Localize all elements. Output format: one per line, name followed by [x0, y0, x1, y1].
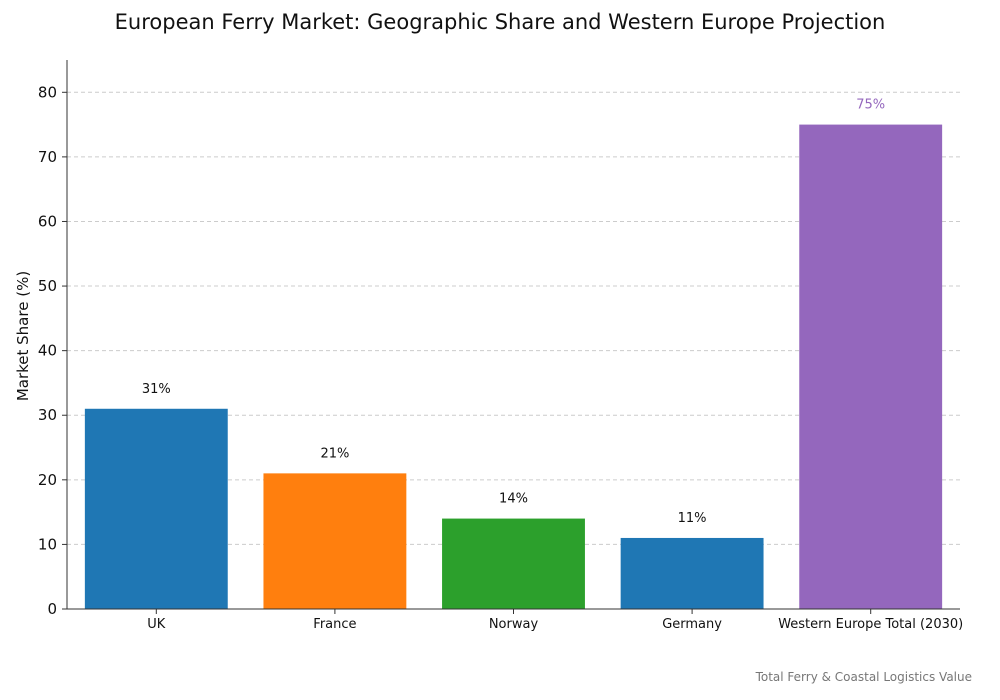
y-tick-label: 50 [38, 277, 57, 295]
bar [263, 473, 407, 609]
bars: 31% 21% 14% 11% 75% [84, 98, 943, 610]
y-tick-label: 80 [38, 83, 57, 101]
x-tick-label: Norway [489, 617, 539, 632]
data-label: 21% [320, 446, 349, 461]
data-label: 31% [142, 382, 171, 397]
x-tick-label: France [313, 617, 356, 632]
data-label: 75% [856, 98, 885, 113]
bar [799, 124, 943, 610]
y-tick-label: 70 [38, 148, 57, 166]
x-tick-label: UK [147, 617, 166, 632]
y-tick-label: 60 [38, 212, 57, 230]
chart-title: European Ferry Market: Geographic Share … [114, 10, 886, 34]
data-label: 14% [499, 492, 528, 507]
y-tick-label: 40 [38, 342, 57, 360]
y-tick-label: 10 [38, 535, 57, 553]
x-tick-label: Germany [662, 617, 722, 632]
y-tick-label: 0 [47, 600, 57, 618]
x-tick-label: Western Europe Total (2030) [778, 617, 963, 632]
y-axis-label: Market Share (%) [14, 271, 32, 401]
footnote: Total Ferry & Coastal Logistics Value [755, 670, 972, 684]
data-label: 11% [678, 511, 707, 526]
y-tick-label: 30 [38, 406, 57, 424]
axes: 0 10 20 30 40 50 60 70 80 UK France Norway Germany We… [38, 60, 963, 632]
bar [442, 518, 585, 609]
bar [84, 408, 228, 609]
bar [620, 537, 764, 609]
y-tick-label: 20 [38, 471, 57, 489]
